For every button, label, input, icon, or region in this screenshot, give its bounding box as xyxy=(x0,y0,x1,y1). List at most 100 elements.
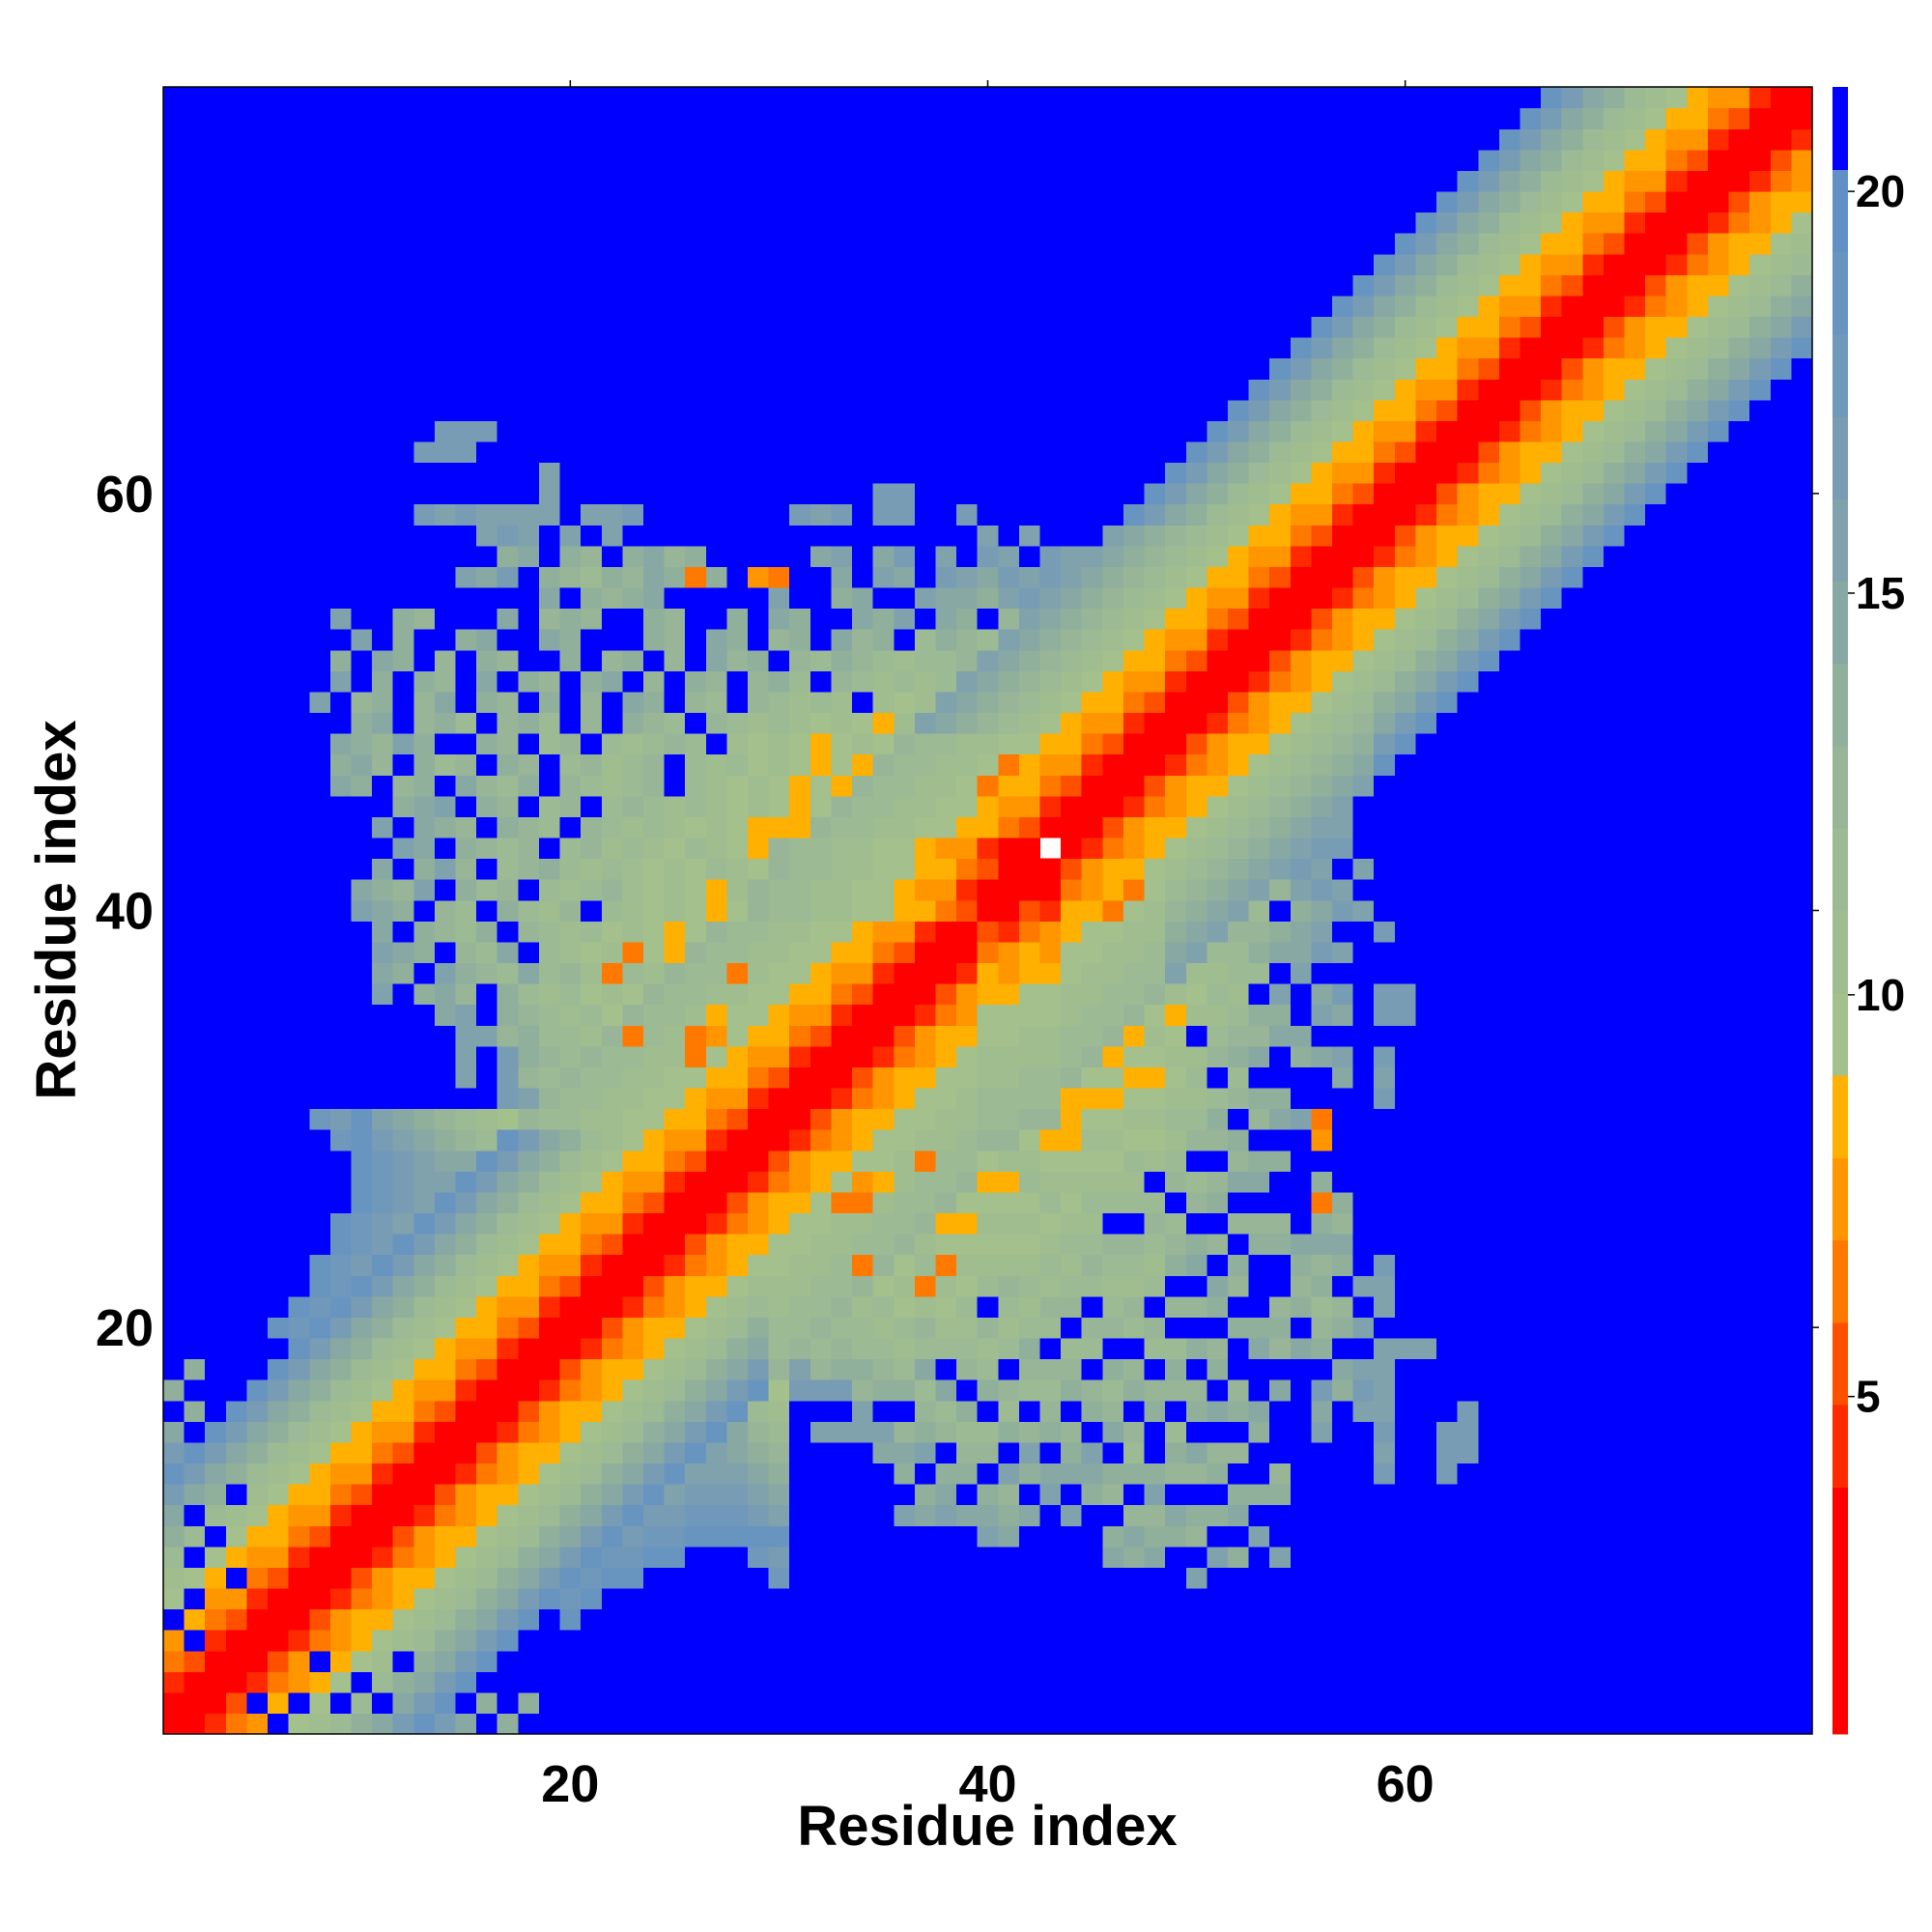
heatmap-cell xyxy=(872,733,895,755)
heatmap-cell xyxy=(768,670,790,693)
heatmap-cell xyxy=(518,733,540,755)
heatmap-cell xyxy=(268,525,290,547)
heatmap-cell xyxy=(1311,608,1333,630)
heatmap-cell xyxy=(1311,399,1333,421)
heatmap-cell xyxy=(914,399,937,421)
heatmap-cell xyxy=(497,1608,519,1631)
heatmap-cell xyxy=(705,295,728,318)
heatmap-cell xyxy=(1144,1275,1166,1297)
heatmap-cell xyxy=(455,1421,477,1443)
heatmap-cell xyxy=(872,1587,895,1610)
heatmap-cell xyxy=(1415,1191,1437,1214)
heatmap-cell xyxy=(1436,1108,1459,1130)
heatmap-cell xyxy=(581,1358,603,1380)
heatmap-cell xyxy=(601,983,623,1006)
heatmap-cell xyxy=(956,1004,979,1026)
heatmap-cell xyxy=(1269,629,1292,651)
heatmap-cell xyxy=(1561,837,1583,860)
heatmap-cell xyxy=(1582,1275,1605,1297)
heatmap-cell xyxy=(852,608,874,630)
heatmap-cell xyxy=(705,608,728,630)
heatmap-cell xyxy=(1498,1650,1521,1672)
heatmap-cell xyxy=(1144,1421,1166,1443)
heatmap-cell xyxy=(726,545,749,567)
heatmap-cell xyxy=(434,795,457,817)
heatmap-cell xyxy=(914,1691,937,1715)
heatmap-cell xyxy=(726,253,749,275)
heatmap-cell xyxy=(1165,1484,1187,1506)
heatmap-cell xyxy=(852,420,874,442)
heatmap-cell xyxy=(664,816,686,838)
heatmap-cell xyxy=(1582,462,1605,484)
heatmap-cell xyxy=(1165,858,1187,880)
heatmap-cell xyxy=(1582,1025,1605,1047)
heatmap-cell xyxy=(1374,1234,1396,1256)
heatmap-cell xyxy=(1457,1066,1479,1089)
heatmap-cell xyxy=(831,336,853,359)
heatmap-cell xyxy=(998,879,1020,901)
heatmap-cell xyxy=(268,295,290,318)
heatmap-cell xyxy=(685,1379,707,1402)
heatmap-cell xyxy=(1332,586,1354,610)
heatmap-cell xyxy=(956,691,979,714)
heatmap-cell xyxy=(789,295,811,318)
heatmap-cell xyxy=(1498,399,1521,421)
heatmap-cell xyxy=(1520,753,1542,776)
heatmap-cell xyxy=(1352,420,1375,442)
heatmap-cell xyxy=(1227,483,1250,505)
heatmap-cell xyxy=(1603,440,1626,464)
heatmap-cell xyxy=(309,941,331,964)
heatmap-cell xyxy=(1144,1254,1166,1276)
heatmap-cell xyxy=(1061,1671,1083,1693)
heatmap-cell xyxy=(1061,1150,1083,1172)
heatmap-cell xyxy=(1603,858,1626,880)
heatmap-cell xyxy=(852,1671,874,1693)
heatmap-cell xyxy=(184,983,206,1006)
heatmap-cell xyxy=(622,1608,644,1631)
heatmap-cell xyxy=(852,462,874,484)
heatmap-cell xyxy=(1520,483,1542,505)
heatmap-cell xyxy=(1290,753,1313,776)
heatmap-cell xyxy=(601,608,623,630)
heatmap-cell xyxy=(1207,1400,1229,1422)
heatmap-cell xyxy=(622,1504,644,1526)
heatmap-cell xyxy=(1498,691,1521,714)
heatmap-cell xyxy=(642,1421,666,1443)
heatmap-cell xyxy=(1332,1421,1354,1443)
heatmap-cell xyxy=(309,1337,331,1360)
heatmap-cell xyxy=(1122,1587,1146,1610)
heatmap-cell xyxy=(1207,691,1229,714)
heatmap-cell xyxy=(726,1004,749,1026)
heatmap-cell xyxy=(1144,316,1166,338)
heatmap-cell xyxy=(1374,1421,1396,1443)
heatmap-cell xyxy=(601,1004,623,1026)
heatmap-cell xyxy=(1498,357,1521,380)
heatmap-cell xyxy=(434,379,457,401)
heatmap-cell xyxy=(1520,1171,1542,1193)
heatmap-cell xyxy=(1478,586,1500,610)
heatmap-cell xyxy=(789,962,811,984)
heatmap-cell xyxy=(1165,1525,1187,1548)
heatmap-cell xyxy=(914,1567,937,1589)
heatmap-cell xyxy=(748,1421,770,1443)
heatmap-cell xyxy=(789,1630,811,1652)
heatmap-cell xyxy=(1541,1567,1563,1589)
heatmap-cell xyxy=(1436,1650,1459,1672)
heatmap-cell xyxy=(1603,1004,1626,1026)
heatmap-cell xyxy=(1248,1421,1270,1443)
heatmap-cell xyxy=(1394,1441,1417,1464)
heatmap-cell xyxy=(434,1171,457,1193)
heatmap-cell xyxy=(726,1463,749,1485)
heatmap-cell xyxy=(935,253,957,275)
heatmap-cell xyxy=(1311,899,1333,922)
heatmap-cell xyxy=(268,1567,290,1589)
heatmap-cell xyxy=(1457,483,1479,505)
heatmap-cell xyxy=(1061,1379,1083,1402)
heatmap-cell xyxy=(455,1254,477,1276)
heatmap-cell xyxy=(1165,1129,1187,1151)
heatmap-cell xyxy=(288,1650,310,1672)
heatmap-cell xyxy=(1561,962,1583,984)
heatmap-cell xyxy=(497,1587,519,1610)
heatmap-cell xyxy=(748,1129,770,1151)
heatmap-cell xyxy=(1520,629,1542,651)
